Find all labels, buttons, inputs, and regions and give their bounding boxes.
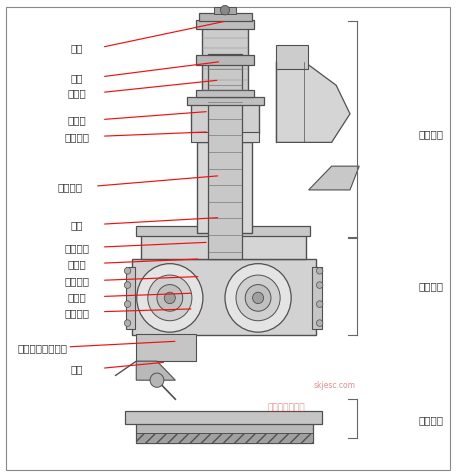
Bar xyxy=(196,91,254,98)
Circle shape xyxy=(225,264,291,332)
Text: 卸料部分: 卸料部分 xyxy=(419,414,444,424)
Text: 加料装置: 加料装置 xyxy=(64,132,89,142)
Circle shape xyxy=(220,6,230,16)
Text: 压料装置: 压料装置 xyxy=(57,182,82,192)
Text: 上机体: 上机体 xyxy=(67,258,86,268)
Text: 下密炼室: 下密炼室 xyxy=(64,276,89,286)
Circle shape xyxy=(236,276,280,321)
Bar xyxy=(136,434,313,443)
Bar xyxy=(277,46,307,69)
Circle shape xyxy=(316,301,323,308)
Bar xyxy=(208,55,242,259)
Circle shape xyxy=(148,276,192,321)
Polygon shape xyxy=(136,361,175,380)
Text: 底座: 底座 xyxy=(70,364,83,374)
Circle shape xyxy=(164,293,175,304)
Bar xyxy=(191,133,260,143)
Text: 卸料门锁锁紧装置: 卸料门锁锁紧装置 xyxy=(17,342,67,352)
Bar xyxy=(136,334,196,361)
Circle shape xyxy=(316,282,323,289)
Bar xyxy=(132,259,315,335)
Circle shape xyxy=(316,268,323,275)
Text: 汽缸: 汽缸 xyxy=(70,43,83,53)
Bar xyxy=(196,56,254,66)
Text: 转子: 转子 xyxy=(70,220,83,230)
Bar xyxy=(214,8,236,15)
Bar xyxy=(202,27,248,96)
Bar xyxy=(136,227,310,236)
Text: 卸料装置: 卸料装置 xyxy=(64,307,89,317)
Circle shape xyxy=(157,285,183,312)
Circle shape xyxy=(124,320,131,327)
Circle shape xyxy=(124,268,131,275)
Circle shape xyxy=(137,264,203,332)
Circle shape xyxy=(316,320,323,327)
Text: 活塞: 活塞 xyxy=(70,73,83,82)
Text: 加料部分: 加料部分 xyxy=(419,129,444,139)
Bar xyxy=(125,411,322,424)
Text: 混炼部分: 混炼部分 xyxy=(419,280,444,290)
Bar xyxy=(197,143,252,233)
Bar xyxy=(199,13,252,22)
Circle shape xyxy=(245,285,271,312)
Bar xyxy=(136,420,313,443)
Circle shape xyxy=(150,373,164,387)
Bar xyxy=(126,268,135,329)
Bar xyxy=(196,20,254,30)
Bar xyxy=(187,98,264,106)
Polygon shape xyxy=(277,62,350,143)
Circle shape xyxy=(124,301,131,308)
Text: 数控机床市场网: 数控机床市场网 xyxy=(267,402,305,411)
Bar xyxy=(191,103,260,134)
Circle shape xyxy=(253,293,264,304)
Text: 填料箱: 填料箱 xyxy=(67,88,86,98)
Text: skjesc.com: skjesc.com xyxy=(313,381,355,390)
Text: 下机体: 下机体 xyxy=(67,292,86,302)
Bar xyxy=(312,268,321,329)
Bar xyxy=(141,233,307,259)
Text: 上密炼室: 上密炼室 xyxy=(64,242,89,252)
Text: 翻板门: 翻板门 xyxy=(67,115,86,125)
Circle shape xyxy=(124,282,131,289)
Polygon shape xyxy=(308,167,359,190)
